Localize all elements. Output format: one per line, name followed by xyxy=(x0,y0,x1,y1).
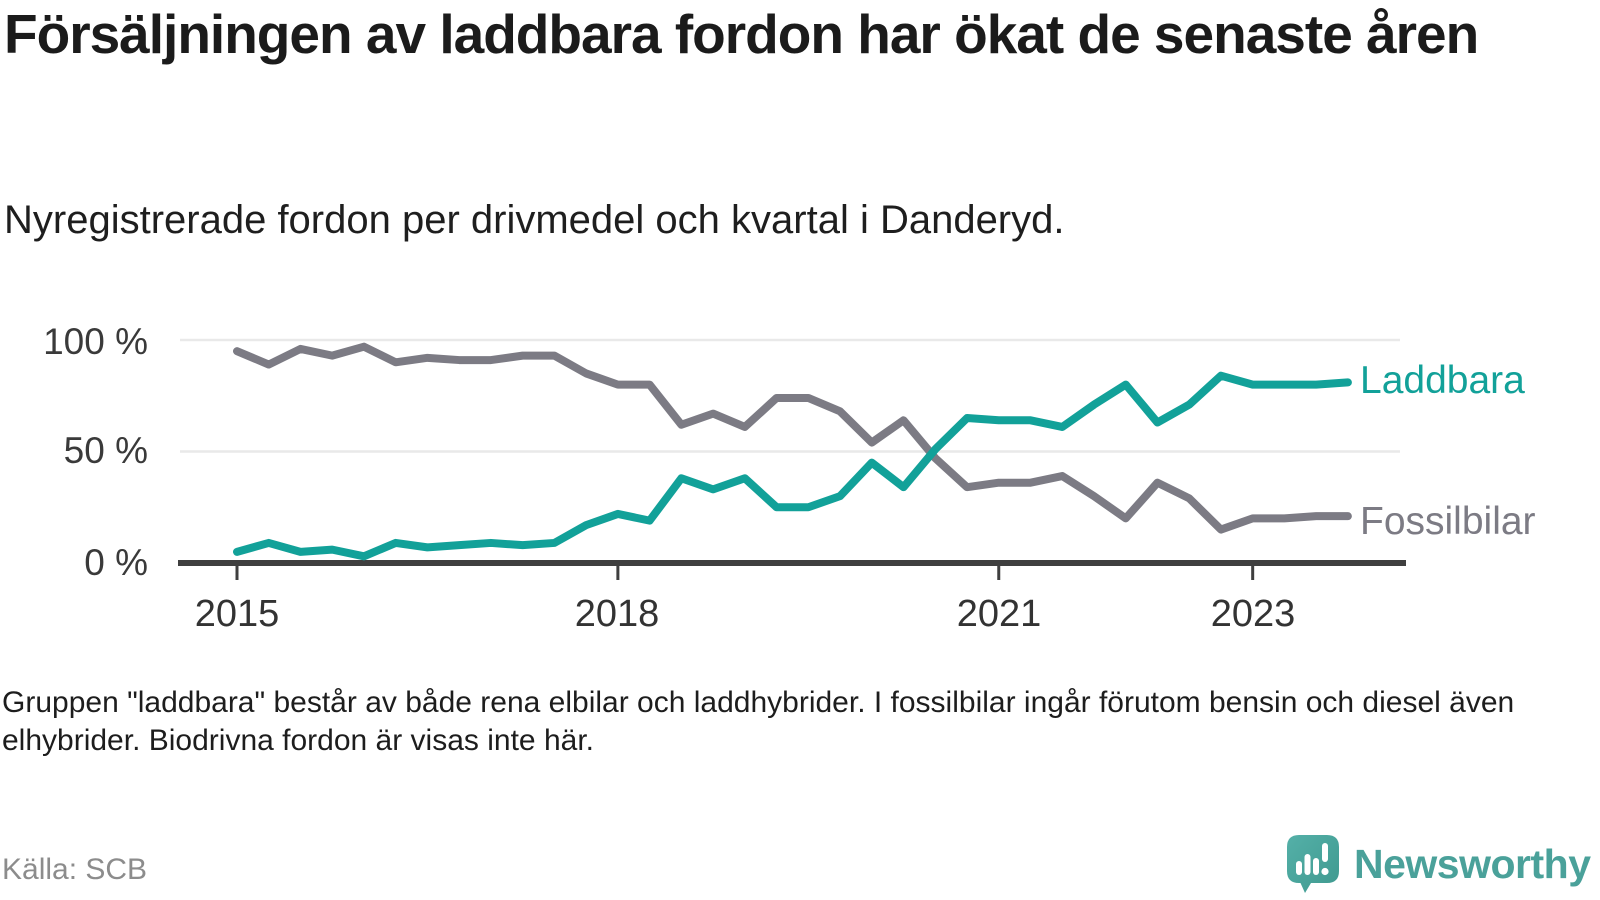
newsworthy-wordmark: Newsworthy xyxy=(1354,841,1591,887)
y-axis-label-50: 50 % xyxy=(63,430,148,471)
x-axis-label-2023: 2023 xyxy=(1210,593,1296,635)
x-axis-label-2018: 2018 xyxy=(574,593,660,635)
source-note: Källa: SCB xyxy=(2,853,148,886)
fossilbilar-line xyxy=(233,342,1352,534)
y-axis-label-100: 100 % xyxy=(43,321,148,362)
bar-1 xyxy=(1296,861,1302,875)
chart-footnote: Gruppen "laddbara" består av både rena e… xyxy=(2,686,1515,757)
series-label-fossilbilar: Fossilbilar xyxy=(1360,500,1536,543)
y-axis-label-0: 0 % xyxy=(84,542,148,583)
bar-2 xyxy=(1304,854,1311,875)
exclamation-dot xyxy=(1321,867,1329,876)
newsworthy-branding: Newsworthy xyxy=(1286,834,1591,894)
chart-subtitle: Nyregistrerade fordon per drivmedel och … xyxy=(4,198,1065,242)
bar-3 xyxy=(1313,858,1319,875)
laddbara-line xyxy=(233,371,1352,561)
x-axis-label-2021: 2021 xyxy=(956,593,1042,635)
chart-title: Försäljningen av laddbara fordon har öka… xyxy=(4,3,1479,65)
series-label-laddbara: Laddbara xyxy=(1360,359,1525,402)
newsworthy-logo-icon xyxy=(1287,835,1339,893)
x-axis-label-2015: 2015 xyxy=(194,593,280,635)
exclamation-stem xyxy=(1322,843,1328,862)
